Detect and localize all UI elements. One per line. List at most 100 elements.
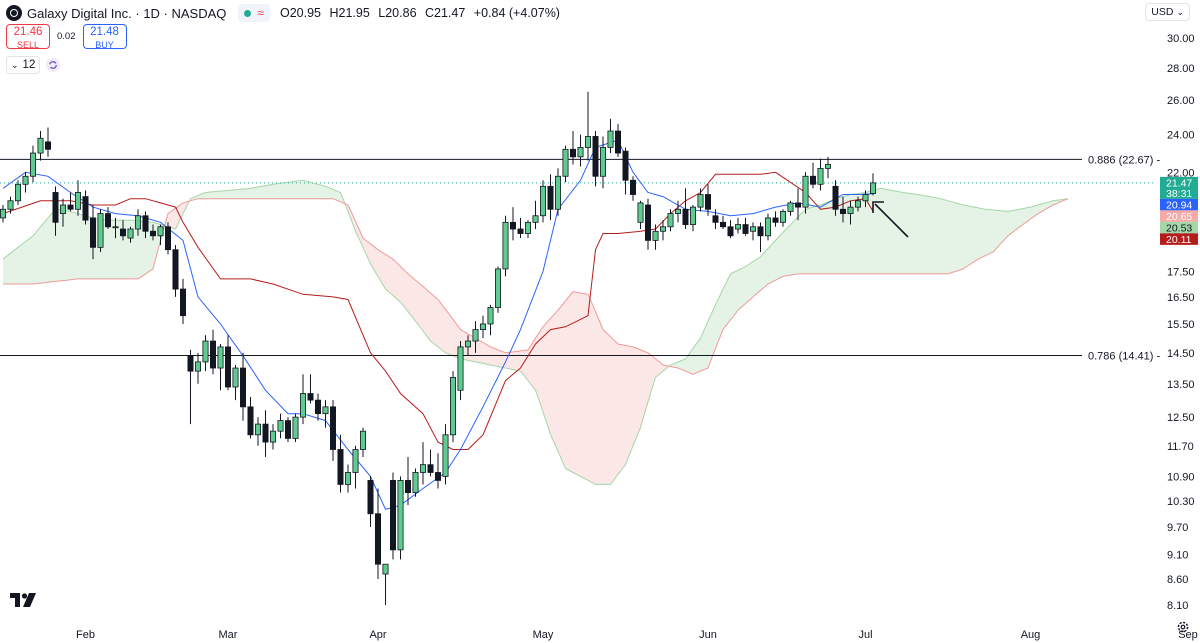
interval-value: 12 (22, 59, 36, 71)
candle-body (7, 200, 14, 210)
x-tick-label: Feb (76, 629, 95, 641)
candle-body (374, 513, 381, 565)
candle (585, 91, 592, 161)
cloud-bullish-area (190, 180, 348, 212)
candle (615, 123, 622, 157)
candle-body (780, 211, 787, 223)
candle-body (472, 329, 479, 342)
chevron-down-icon: ⌄ (1176, 6, 1184, 17)
candle-body (690, 206, 697, 225)
candle-body (479, 323, 486, 330)
candle (502, 215, 509, 277)
symbol-logo-icon[interactable] (6, 5, 22, 21)
candle (202, 335, 209, 372)
buy-price: 21.48 (90, 26, 119, 38)
candle-body (142, 215, 149, 232)
candle (509, 207, 516, 241)
candle (142, 211, 149, 239)
candle-body (367, 480, 374, 515)
symbol-title[interactable]: Galaxy Digital Inc. · 1D · NASDAQ (27, 5, 227, 21)
candle (637, 200, 644, 230)
candle (517, 217, 524, 239)
candle (0, 205, 6, 223)
candle (862, 190, 869, 208)
candle (262, 410, 269, 458)
high-value: 21.95 (338, 6, 370, 20)
candle-body (720, 221, 727, 228)
candle-body (825, 164, 832, 169)
candle-body (697, 194, 704, 208)
drawing-arrow[interactable] (872, 201, 909, 238)
sell-button[interactable]: 21.46 SELL (6, 24, 50, 50)
candle-body (337, 449, 344, 485)
candle (344, 464, 351, 493)
tradingview-logo-icon[interactable] (10, 593, 36, 612)
candle (735, 217, 742, 234)
candle-body (299, 393, 306, 418)
candle (464, 335, 471, 356)
candle (562, 145, 569, 183)
candle-body (630, 179, 637, 195)
candle-body (600, 147, 607, 177)
candle (112, 217, 119, 239)
candle-body (727, 226, 734, 237)
candle (840, 196, 847, 223)
low-value: 20.86 (385, 6, 417, 20)
candle (449, 371, 456, 443)
candle (540, 180, 547, 223)
candle (592, 131, 599, 187)
candle (817, 158, 824, 191)
price-tag-conversion: 20.94 (1160, 198, 1198, 211)
fib-level-label: 0.886 (22.67) - (1088, 154, 1160, 166)
candle (157, 224, 164, 246)
candle (382, 563, 389, 605)
candle (697, 188, 704, 212)
x-tick-label: Apr (369, 629, 386, 641)
candle-body (37, 137, 44, 154)
gear-icon[interactable] (1176, 620, 1190, 639)
candle-body (855, 200, 862, 208)
candle (187, 349, 194, 425)
candle (825, 156, 832, 179)
candle-body (45, 141, 52, 150)
candle-body (427, 464, 434, 473)
y-tick-label: 13.50 (1167, 379, 1195, 391)
candle (780, 209, 787, 227)
candle-body (592, 136, 599, 177)
interval-dropdown[interactable]: ⌄ 12 (6, 56, 41, 74)
candle-body (750, 226, 757, 232)
candle-body (292, 416, 299, 439)
price-tag-span-a: 20.53 (1160, 221, 1198, 234)
candle (787, 200, 794, 216)
candle-body (269, 430, 276, 443)
candle (90, 205, 97, 260)
candle-body (22, 175, 29, 185)
price-tag-value: 20.94 (1166, 199, 1192, 211)
candle (427, 449, 434, 477)
open-label: O (279, 6, 290, 20)
arrow-line (874, 203, 909, 238)
candle-body (434, 472, 441, 481)
candle-body (817, 167, 824, 185)
candle (14, 180, 21, 206)
candle-body (847, 206, 854, 214)
y-tick-label: 9.70 (1167, 522, 1188, 534)
candle-body (570, 148, 577, 158)
currency-dropdown[interactable]: USD ⌄ (1145, 3, 1190, 21)
candle (7, 196, 14, 214)
candle-body (637, 202, 644, 223)
buy-button[interactable]: 21.48 BUY (82, 24, 127, 50)
candle (727, 220, 734, 239)
candle-body (209, 340, 216, 369)
time-axis[interactable]: Feb Mar Apr May Jun Jul Aug Sep (76, 629, 1198, 641)
price-axis[interactable]: 30.0028.0026.0024.0022.0019.0017.5016.50… (1167, 33, 1195, 612)
x-tick-label: Mar (219, 629, 238, 641)
candle-body (705, 194, 712, 210)
y-tick-label: 30.00 (1167, 33, 1195, 45)
candle-body (532, 215, 539, 223)
candle (277, 413, 284, 439)
sync-icon[interactable] (46, 58, 61, 72)
market-status[interactable]: ≈ (238, 4, 270, 22)
